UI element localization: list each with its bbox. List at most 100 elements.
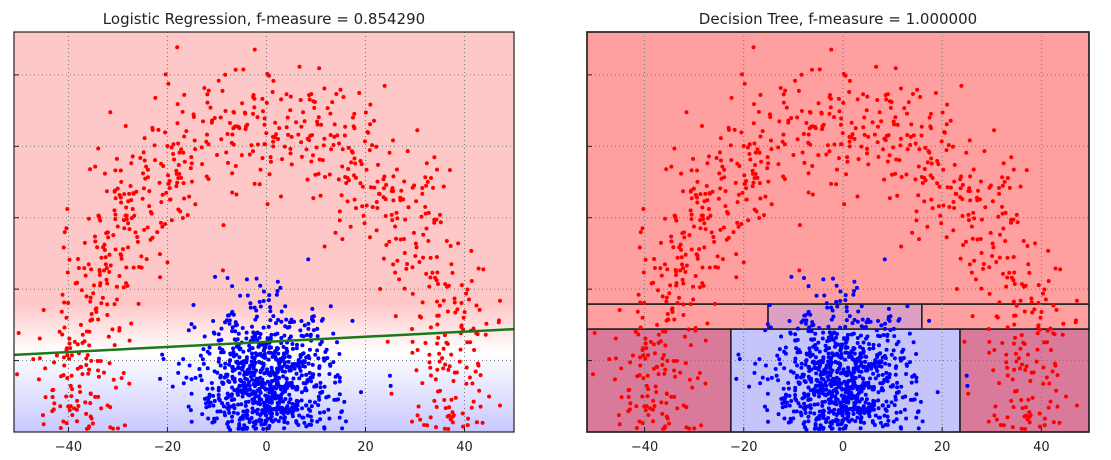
red-point [634,404,639,409]
blue-point [288,368,293,373]
red-point [168,197,173,202]
red-point [180,216,185,221]
red-point [435,322,440,327]
red-point [1010,377,1015,382]
blue-point [268,411,273,416]
red-point [1005,373,1010,378]
blue-point [793,332,798,337]
red-point [200,162,205,167]
red-point [1000,183,1005,188]
red-point [651,280,656,285]
blue-point [850,321,855,326]
red-point [959,83,964,88]
red-point [715,254,720,259]
red-point [298,97,303,102]
red-point [944,235,949,240]
red-point [88,401,93,406]
blue-point [205,366,210,371]
red-point [69,373,74,378]
x-tick-label: 20 [357,440,374,455]
logistic-regression-plot: Logistic Regression, f-measure = 0.85429… [13,10,515,455]
red-point [707,191,712,196]
red-point [243,111,248,116]
blue-point [829,360,834,365]
red-point [971,167,976,172]
red-point [72,406,77,411]
red-point [67,341,72,346]
blue-point [244,336,249,341]
red-point [210,118,215,123]
blue-point [209,381,214,386]
blue-point [847,314,852,319]
blue-point [812,411,817,416]
red-point [913,177,918,182]
blue-point [294,346,299,351]
red-point [936,204,941,209]
blue-point [298,354,303,359]
blue-point [798,404,803,409]
red-point [706,207,711,212]
red-point [795,137,800,142]
red-point [799,72,804,77]
blue-point [803,380,808,385]
blue-point [279,410,284,415]
red-point [1044,375,1049,380]
red-point [456,241,461,246]
red-point [634,425,639,430]
blue-point [318,385,323,390]
red-point [700,205,705,210]
blue-point [859,304,864,309]
red-point [637,373,642,378]
blue-point [828,331,833,336]
blue-point [290,383,295,388]
blue-point [853,383,858,388]
red-point [697,371,702,376]
red-point [1064,394,1069,399]
red-point [62,300,67,305]
red-point [839,142,844,147]
red-point [1026,397,1031,402]
red-point [420,185,425,190]
red-point [176,163,181,168]
blue-point [359,390,364,395]
red-point [699,423,704,428]
red-point [859,144,864,149]
red-point [922,167,927,172]
red-point [1007,185,1012,190]
blue-point [307,347,312,352]
blue-point [873,413,878,418]
red-point [1007,270,1012,275]
red-point [316,171,321,176]
blue-point [834,283,839,288]
red-point [929,156,934,161]
blue-point [850,375,855,380]
red-point [144,257,149,262]
red-point [681,266,686,271]
blue-point [824,387,829,392]
red-point [423,211,428,216]
red-point [349,149,354,154]
blue-point [267,293,272,298]
red-point [1019,426,1024,431]
blue-point [244,408,249,413]
red-point [76,404,81,409]
red-point [1042,340,1047,345]
blue-point [238,388,243,393]
red-point [721,225,726,230]
blue-point [892,356,897,361]
blue-point [328,304,333,309]
blue-point [823,392,828,397]
red-point [1042,287,1047,292]
blue-point [300,406,305,411]
blue-point [253,391,258,396]
blue-point [859,396,864,401]
red-point [875,97,880,102]
blue-point [880,424,885,429]
red-point [966,212,971,217]
blue-point [300,415,305,420]
red-point [99,301,104,306]
red-point [443,282,448,287]
red-point [1020,282,1025,287]
blue-point [236,365,241,370]
blue-point [822,293,827,298]
